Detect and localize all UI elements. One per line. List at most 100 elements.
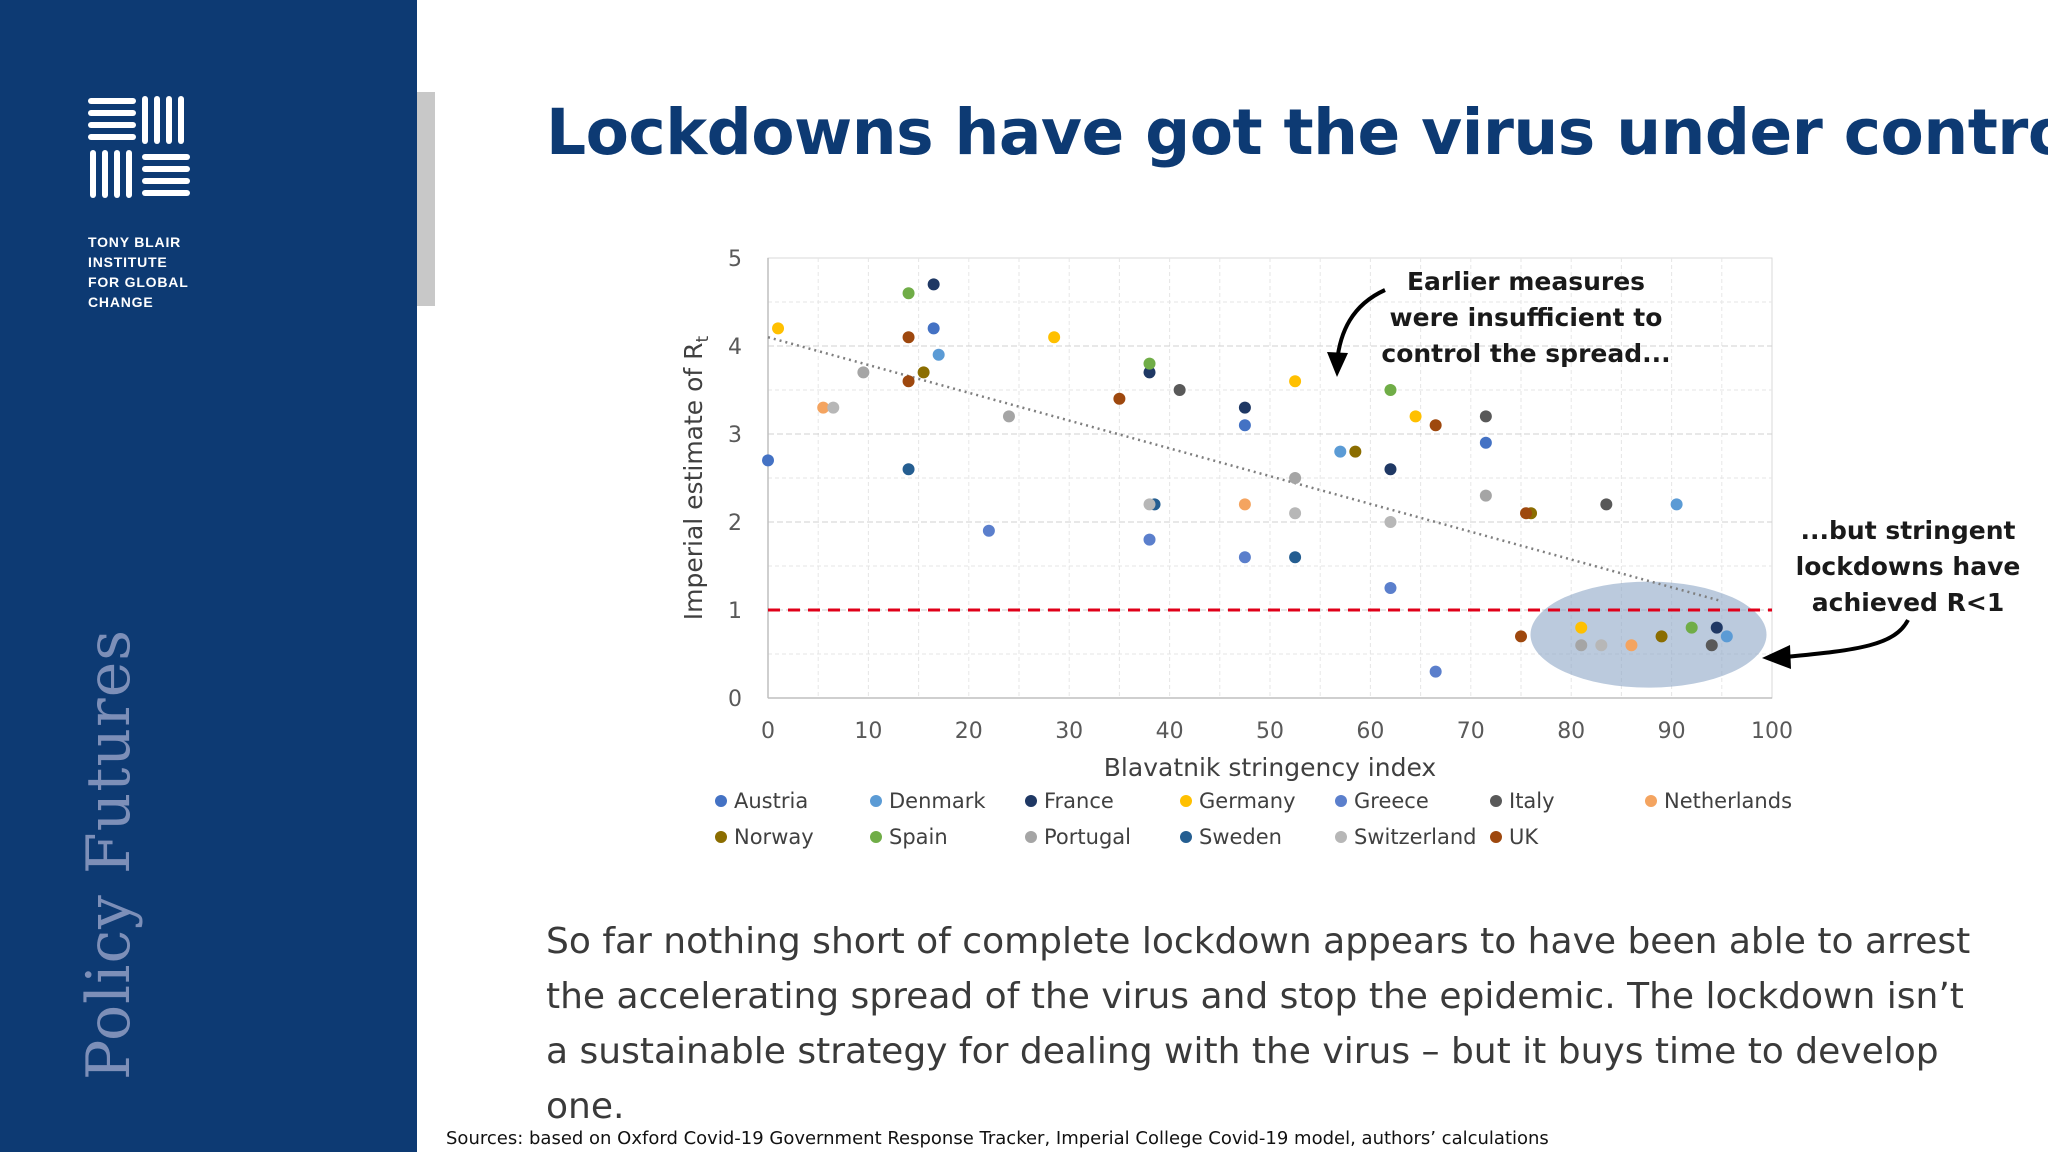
data-point-italy — [1173, 384, 1186, 396]
data-point-france — [927, 278, 940, 291]
legend-label: Norway — [734, 825, 814, 849]
annotation-stringent-lockdowns-line: achieved R<1 — [1812, 588, 2004, 617]
organization-name: TONY BLAIR INSTITUTE FOR GLOBAL CHANGE — [88, 232, 189, 312]
legend-marker — [870, 795, 882, 807]
data-point-denmark — [1334, 445, 1347, 458]
legend-label: Netherlands — [1664, 789, 1792, 813]
annotation-earlier-measures-line: control the spread... — [1381, 339, 1670, 368]
data-point-france — [1143, 366, 1156, 379]
legend-marker — [1645, 795, 1657, 807]
data-point-portugal — [1479, 489, 1492, 502]
data-point-netherlands — [1625, 639, 1638, 652]
data-point-netherlands — [1238, 498, 1251, 511]
data-point-italy — [1479, 410, 1492, 423]
legend-label: Austria — [734, 789, 808, 813]
data-point-portugal — [1002, 410, 1015, 423]
legend-marker — [1335, 831, 1347, 843]
legend-label: Spain — [889, 825, 948, 849]
annotation-stringent-lockdowns-line: ...but stringent — [1801, 516, 2016, 545]
data-point-italy — [1600, 498, 1613, 511]
data-point-greece — [1429, 665, 1442, 678]
legend-label: UK — [1509, 825, 1539, 849]
data-point-switzerland — [1384, 516, 1397, 528]
x-tick-label: 80 — [1557, 719, 1585, 744]
x-tick-label: 70 — [1457, 719, 1485, 744]
y-axis-title: Imperial estimate of Rt — [679, 335, 713, 620]
x-tick-label: 10 — [854, 719, 882, 744]
legend-label: France — [1044, 789, 1114, 813]
arrowhead-stringent-lockdowns — [1762, 645, 1791, 669]
data-point-france — [1710, 621, 1723, 634]
legend-label: Switzerland — [1354, 825, 1477, 849]
data-point-germany — [1048, 331, 1061, 344]
data-point-switzerland — [1143, 498, 1156, 511]
x-tick-label: 90 — [1658, 719, 1686, 744]
y-axis-title-main: Imperial estimate of R — [679, 342, 708, 620]
legend-marker — [1025, 831, 1037, 843]
data-point-uk — [1515, 630, 1527, 643]
legend-label: Portugal — [1044, 825, 1131, 849]
data-point-spain — [1143, 357, 1156, 370]
annotation-earlier-measures-line: were insufficient to — [1390, 303, 1663, 332]
legend-marker — [715, 831, 727, 843]
data-point-spain — [902, 287, 915, 300]
legend-label: Sweden — [1199, 825, 1282, 849]
x-axis-title: Blavatnik stringency index — [1104, 753, 1436, 782]
arrowhead-earlier-measures — [1327, 352, 1348, 377]
y-tick-label: 3 — [728, 423, 742, 448]
legend-marker — [870, 831, 882, 843]
org-line: FOR GLOBAL — [88, 274, 189, 290]
x-tick-label: 40 — [1156, 719, 1184, 744]
data-point-france — [1384, 463, 1397, 476]
data-point-norway — [1655, 630, 1668, 643]
data-point-portugal — [1575, 639, 1588, 652]
sidebar: TONY BLAIR INSTITUTE FOR GLOBAL CHANGE P… — [0, 0, 417, 1152]
y-tick-label: 1 — [728, 599, 742, 624]
data-point-sweden — [1289, 551, 1302, 564]
data-point-spain — [1384, 384, 1397, 396]
data-point-greece — [1238, 551, 1251, 564]
data-point-germany — [1409, 410, 1422, 423]
annotation-stringent-lockdowns-line: lockdowns have — [1796, 552, 2021, 581]
annotation-earlier-measures-line: Earlier measures — [1407, 267, 1645, 296]
data-point-italy — [1705, 639, 1718, 652]
data-point-portugal — [857, 366, 870, 379]
data-point-austria — [1479, 436, 1492, 449]
legend-label: Greece — [1354, 789, 1429, 813]
data-point-portugal — [1289, 472, 1302, 484]
legend-label: Italy — [1509, 789, 1555, 813]
data-point-germany — [1575, 621, 1588, 634]
legend-label: Denmark — [889, 789, 986, 813]
data-point-netherlands — [817, 401, 830, 414]
accent-bar — [417, 92, 435, 306]
data-point-austria — [1238, 419, 1251, 432]
x-tick-label: 50 — [1256, 719, 1284, 744]
y-tick-label: 0 — [728, 687, 742, 712]
x-tick-label: 20 — [955, 719, 983, 744]
data-point-denmark — [1670, 498, 1683, 511]
legend-marker — [1180, 831, 1192, 843]
org-line: CHANGE — [88, 294, 154, 310]
r-below-one-highlight — [1530, 581, 1767, 688]
x-tick-label: 100 — [1751, 719, 1793, 744]
data-point-austria — [927, 322, 940, 335]
data-point-austria — [762, 454, 774, 467]
data-point-greece — [1143, 533, 1156, 546]
data-point-norway — [917, 366, 930, 379]
arrow-stringent-lockdowns — [1784, 618, 1910, 659]
data-point-switzerland — [1595, 639, 1608, 652]
y-tick-label: 5 — [728, 247, 742, 272]
org-line: TONY BLAIR — [88, 234, 182, 250]
x-tick-label: 0 — [761, 719, 775, 744]
data-point-switzerland — [827, 401, 840, 414]
data-point-germany — [1289, 375, 1302, 388]
data-point-sweden — [902, 463, 915, 476]
data-point-france — [1238, 401, 1251, 414]
data-point-uk — [902, 375, 915, 388]
y-axis-title-subscript: t — [693, 335, 713, 342]
legend-marker — [715, 795, 727, 807]
legend-marker — [1180, 795, 1192, 807]
legend-marker — [1490, 831, 1502, 843]
legend-marker — [1490, 795, 1502, 807]
data-point-greece — [982, 524, 995, 537]
